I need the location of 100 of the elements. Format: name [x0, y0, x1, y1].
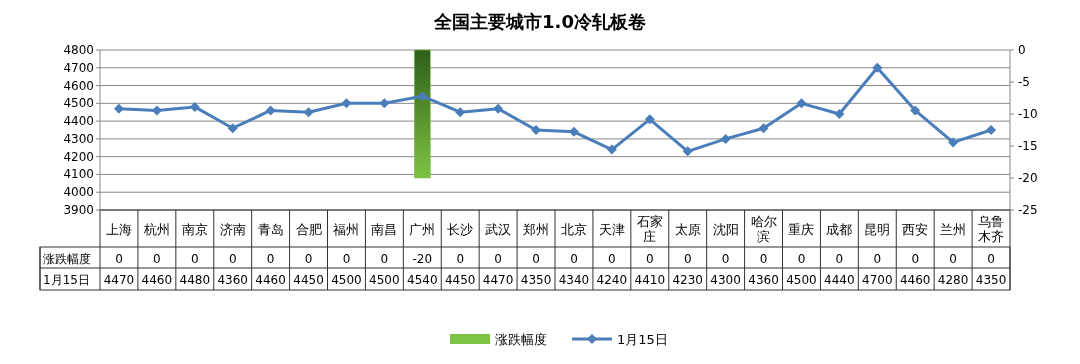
- y2-tick-label: -5: [1018, 75, 1030, 89]
- point: [910, 105, 921, 116]
- point: [455, 107, 466, 118]
- data-label: 4480: [179, 273, 211, 287]
- point: [720, 133, 731, 144]
- x-tick-label: 石家庄: [636, 214, 663, 244]
- data-label: 4450: [293, 273, 324, 287]
- data-label: 0: [304, 251, 313, 266]
- y2-tick-label: 0: [1018, 43, 1026, 57]
- legend-label: 1月15日: [617, 332, 668, 347]
- data-label: 4470: [103, 273, 135, 287]
- data-label: 4360: [748, 273, 779, 287]
- data-label: 0: [266, 251, 275, 266]
- x-tick-label: 太原: [674, 221, 701, 237]
- data-label: 4500: [786, 273, 817, 287]
- y2-tick-label: -25: [1018, 203, 1038, 217]
- y2-tick-label: -10: [1018, 107, 1038, 121]
- x-tick-label: 南昌: [371, 221, 398, 237]
- x-tick-label: 哈尔滨: [750, 214, 777, 244]
- data-label: 0: [835, 251, 844, 266]
- x-tick-label: 武汉: [485, 221, 512, 237]
- x-tick-label: 昆明: [864, 221, 891, 237]
- point: [872, 62, 883, 73]
- data-label: 4350: [975, 273, 1007, 287]
- text: 涨跌幅度: [43, 251, 91, 266]
- data-label: 4460: [255, 273, 286, 287]
- point: [303, 107, 314, 118]
- data-label: 4460: [899, 273, 931, 287]
- x-tick-label: 兰州: [940, 221, 967, 237]
- data-label: 0: [456, 251, 465, 266]
- x-tick-label: 青岛: [257, 221, 284, 237]
- data-label: 0: [759, 251, 768, 266]
- point: [493, 103, 504, 114]
- data-label: 0: [721, 251, 730, 266]
- data-label: 0: [342, 251, 351, 266]
- data-label: 4700: [862, 273, 893, 287]
- y2-tick-label: -15: [1018, 139, 1038, 153]
- data-label: 4540: [407, 273, 438, 287]
- x-tick-label: 合肥: [295, 221, 322, 237]
- data-label: 0: [645, 251, 654, 266]
- point: [341, 98, 352, 109]
- text: 1月15日: [43, 273, 90, 287]
- data-label: 4360: [217, 273, 248, 287]
- data-label: 4450: [444, 273, 476, 287]
- data-label: 0: [494, 251, 502, 266]
- data-label: 4410: [634, 273, 666, 287]
- x-tick-label: 广州: [409, 221, 436, 237]
- y-tick-label: 4600: [63, 78, 94, 93]
- x-tick-label: 西安: [902, 221, 929, 237]
- data-label: 4340: [558, 273, 590, 287]
- point: [113, 103, 124, 114]
- data-label: -20: [412, 251, 433, 266]
- y-tick-label: 3900: [63, 203, 94, 217]
- x-tick-label: 南京: [181, 221, 208, 237]
- point: [379, 98, 390, 109]
- data-label: 0: [570, 251, 578, 266]
- point: [265, 105, 276, 116]
- y2-tick-label: -20: [1018, 171, 1038, 185]
- legend-label: 涨跌幅度: [495, 332, 547, 347]
- data-label: 0: [797, 251, 806, 266]
- data-label: 0: [532, 251, 540, 266]
- point: [758, 123, 769, 134]
- x-tick-label: 北京: [560, 221, 587, 237]
- data-label: 4280: [937, 273, 969, 287]
- x-tick-label: 杭州: [142, 221, 170, 237]
- point: [227, 123, 238, 134]
- data-label: 0: [115, 251, 123, 266]
- point: [606, 144, 617, 155]
- data-label: 0: [949, 251, 957, 266]
- data-label: 4500: [369, 273, 400, 287]
- data-label: 4500: [331, 273, 362, 287]
- data-label: 4350: [520, 273, 552, 287]
- point: [151, 105, 162, 116]
- y-tick-label: 4100: [63, 167, 94, 182]
- data-label: 0: [987, 251, 995, 266]
- point: [417, 91, 428, 102]
- data-label: 0: [911, 251, 920, 266]
- x-tick-label: 成都: [826, 221, 853, 237]
- data-label: 4230: [672, 273, 703, 287]
- point: [796, 98, 807, 109]
- x-tick-label: 重庆: [788, 221, 815, 237]
- y-tick-label: 4500: [63, 96, 94, 111]
- data-label: 0: [873, 251, 882, 266]
- y-tick-label: 4000: [63, 185, 94, 200]
- data-label: 0: [380, 251, 389, 266]
- y-tick-label: 4300: [63, 131, 94, 146]
- x-tick-label: 济南: [219, 221, 246, 237]
- x-tick-label: 沈阳: [712, 221, 739, 237]
- x-tick-label: 上海: [105, 221, 132, 237]
- x-tick-label: 乌鲁木齐: [978, 214, 1005, 244]
- x-tick-label: 天津: [598, 221, 625, 237]
- data-label: 0: [608, 251, 616, 266]
- point: [682, 146, 693, 157]
- point: [644, 114, 655, 125]
- x-tick-label: 长沙: [447, 221, 474, 237]
- data-label: 0: [683, 251, 692, 266]
- data-label: 0: [153, 251, 161, 266]
- data-label: 4240: [596, 273, 628, 287]
- y-tick-label: 4200: [63, 149, 94, 164]
- data-label: 4440: [824, 273, 855, 287]
